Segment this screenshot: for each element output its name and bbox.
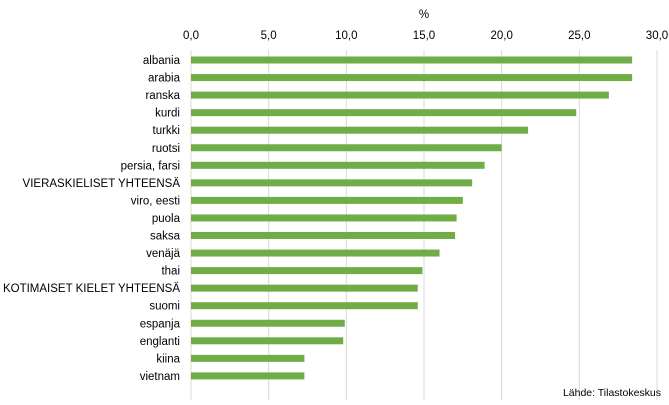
bar [191, 302, 418, 309]
category-label: saksa [150, 231, 181, 243]
bar [191, 337, 343, 344]
bar [191, 162, 485, 169]
category-label: ruotsi [152, 143, 180, 155]
x-tick-label: 0,0 [183, 30, 199, 42]
bar [191, 197, 463, 204]
bar [191, 214, 457, 221]
bars [191, 57, 632, 380]
bar [191, 127, 528, 134]
bar [191, 232, 455, 239]
category-label: albania [143, 55, 181, 67]
bar [191, 355, 304, 362]
category-label: viro, eesti [131, 195, 180, 207]
x-tick-label: 30,0 [646, 30, 668, 42]
gridlines [191, 50, 657, 400]
category-label: turkki [153, 125, 180, 137]
bar [191, 109, 576, 116]
category-label: thai [161, 266, 180, 278]
x-tick-label: 20,0 [490, 30, 512, 42]
bar [191, 179, 472, 186]
category-label: kurdi [155, 108, 180, 120]
category-label: persia, farsi [121, 160, 180, 172]
category-label: VIERASKIELISET YHTEENSÄ [23, 178, 181, 190]
bar [191, 74, 632, 81]
bar [191, 250, 440, 257]
bar [191, 144, 502, 151]
category-label: venäjä [146, 248, 180, 260]
x-axis-ticks: 0,0 5,0 10,0 15,0 20,0 25,0 30,0 [183, 30, 668, 42]
category-label: arabia [148, 73, 181, 85]
x-tick-label: 5,0 [261, 30, 277, 42]
x-tick-label: 15,0 [413, 30, 435, 42]
category-label: ranska [145, 90, 180, 102]
source-note: Lähde: Tilastokeskus [563, 387, 661, 399]
bar [191, 92, 609, 99]
category-label: puola [152, 213, 181, 225]
bar [191, 267, 422, 274]
category-label: vietnam [140, 371, 180, 383]
category-label: suomi [149, 301, 180, 313]
x-tick-label: 25,0 [568, 30, 590, 42]
y-axis-category-labels: albania arabia ranska kurdi turkki ruotsi pers… [3, 55, 181, 383]
bar [191, 320, 345, 327]
x-axis-label: % [419, 9, 429, 21]
bar [191, 57, 632, 64]
category-label: kiina [156, 353, 180, 365]
category-label: KOTIMAISET KIELET YHTEENSÄ [3, 283, 180, 295]
category-label: englanti [140, 336, 180, 348]
category-label: espanja [140, 318, 181, 330]
bar [191, 372, 304, 379]
x-tick-label: 10,0 [335, 30, 357, 42]
bar [191, 285, 418, 292]
